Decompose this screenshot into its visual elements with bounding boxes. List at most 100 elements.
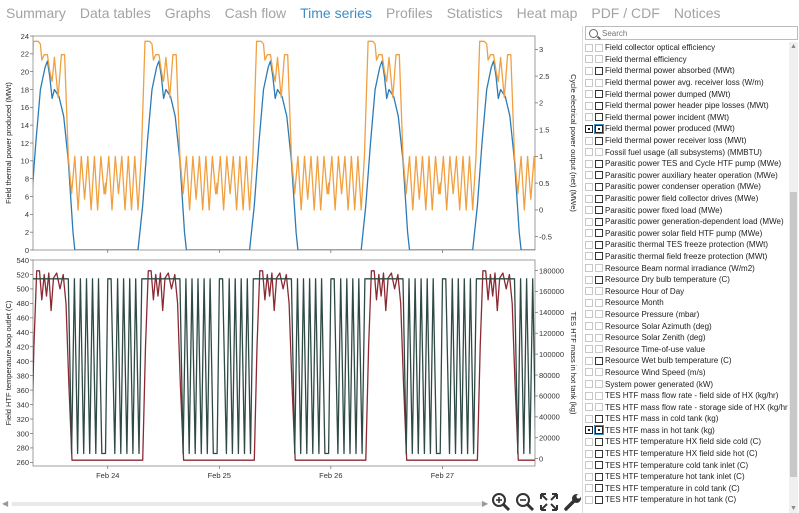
variable-checkbox-left[interactable] <box>585 182 593 191</box>
scroll-down-arrow-icon[interactable]: ▼ <box>790 505 797 512</box>
search-input[interactable] <box>602 28 792 38</box>
variable-checkbox-left[interactable] <box>585 356 593 365</box>
variable-checkbox-left[interactable] <box>585 113 593 122</box>
time-scroll-track[interactable] <box>12 502 482 506</box>
scroll-up-arrow-icon[interactable]: ▲ <box>790 43 797 50</box>
variable-checkbox-left[interactable] <box>585 333 593 342</box>
variable-checkbox-left[interactable] <box>585 159 593 168</box>
variable-list-item[interactable]: TES HTF mass flow rate - storage side of… <box>585 401 788 413</box>
variable-checkbox-right[interactable] <box>595 229 603 238</box>
variable-checkbox-left[interactable] <box>585 101 593 110</box>
tab-time-series[interactable]: Time series <box>300 5 372 21</box>
variable-list-item[interactable]: Parasitic power field collector drives (… <box>585 193 788 205</box>
tab-pdf-cdf[interactable]: PDF / CDF <box>591 5 660 21</box>
variable-list-item[interactable]: Resource Solar Azimuth (deg) <box>585 320 788 332</box>
variable-checkbox-left[interactable] <box>585 484 593 493</box>
variable-list-item[interactable]: Fossil fuel usage (all subsystems) (MMBT… <box>585 146 788 158</box>
variable-checkbox-left[interactable] <box>585 403 593 412</box>
variable-list-item[interactable]: Parasitic power generation-dependent loa… <box>585 216 788 228</box>
variable-checkbox-left[interactable] <box>585 380 593 389</box>
tab-graphs[interactable]: Graphs <box>164 5 211 21</box>
variable-list-item[interactable]: Parasitic power fixed load (MWe) <box>585 204 788 216</box>
variable-checkbox-left[interactable] <box>585 368 593 377</box>
scroll-left-arrow-icon[interactable]: ◀ <box>2 499 9 508</box>
variable-checkbox-right[interactable] <box>595 136 603 145</box>
variable-list-item[interactable]: Field thermal power dumped (MWt) <box>585 88 788 100</box>
variable-checkbox-right[interactable] <box>595 472 603 481</box>
variable-checkbox-left[interactable] <box>585 136 593 145</box>
variable-list-item[interactable]: TES HTF temperature cold tank inlet (C) <box>585 459 788 471</box>
variable-checkbox-left[interactable] <box>585 264 593 273</box>
variable-checkbox-right[interactable] <box>595 322 603 331</box>
variable-checkbox-right[interactable] <box>594 425 604 436</box>
variable-checkbox-left[interactable] <box>585 495 593 504</box>
variable-checkbox-right[interactable] <box>594 123 604 134</box>
variable-checkbox-left[interactable] <box>585 275 593 284</box>
variable-list-item[interactable]: Parasitic power auxiliary heater operati… <box>585 170 788 182</box>
variable-checkbox-right[interactable] <box>595 43 603 52</box>
zoom-out-button[interactable] <box>514 491 536 513</box>
search-box[interactable] <box>585 26 798 40</box>
variable-checkbox-right[interactable] <box>595 217 603 226</box>
variable-list-item[interactable]: Resource Month <box>585 297 788 309</box>
variable-checkbox-left[interactable] <box>585 437 593 446</box>
variable-checkbox-right[interactable] <box>595 90 603 99</box>
variable-checkbox-left[interactable] <box>585 148 593 157</box>
scroll-right-arrow-icon[interactable]: ▶ <box>482 499 489 508</box>
variable-checkbox-right[interactable] <box>595 171 603 180</box>
variable-checkbox-left[interactable] <box>585 287 593 296</box>
variable-checkbox-right[interactable] <box>595 310 603 319</box>
variable-checkbox-left[interactable] <box>585 66 593 75</box>
variable-list-item[interactable]: Field thermal power produced (MWt) <box>585 123 788 135</box>
variable-checkbox-left[interactable] <box>585 426 593 435</box>
variable-list-item[interactable]: Resource Pressure (mbar) <box>585 309 788 321</box>
variable-list-item[interactable]: TES HTF temperature HX field side cold (… <box>585 436 788 448</box>
variable-checkbox-left[interactable] <box>585 206 593 215</box>
variable-checkbox-right[interactable] <box>595 78 603 87</box>
variable-checkbox-right[interactable] <box>595 368 603 377</box>
variable-list-item[interactable]: Parasitic thermal field freeze protectio… <box>585 251 788 263</box>
variable-list-item[interactable]: Parasitic power solar field HTF pump (MW… <box>585 228 788 240</box>
variable-checkbox-right[interactable] <box>595 159 603 168</box>
variable-list-item[interactable]: Resource Beam normal irradiance (W/m2) <box>585 262 788 274</box>
settings-wrench-button[interactable] <box>562 491 584 513</box>
variable-checkbox-right[interactable] <box>595 113 603 122</box>
scroll-thumb[interactable] <box>790 192 797 477</box>
variable-list-item[interactable]: Parasitic power condenser operation (MWe… <box>585 181 788 193</box>
variable-checkbox-left[interactable] <box>585 391 593 400</box>
variable-list-item[interactable]: Field thermal power incident (MWt) <box>585 112 788 124</box>
variable-checkbox-right[interactable] <box>595 194 603 203</box>
variable-checkbox-left[interactable] <box>585 90 593 99</box>
variable-checkbox-left[interactable] <box>585 55 593 64</box>
tab-profiles[interactable]: Profiles <box>385 5 433 21</box>
variable-list-item[interactable]: Field thermal power receiver loss (MWt) <box>585 135 788 147</box>
variable-list-scrollbar[interactable]: ▲ ▼ <box>789 42 798 513</box>
variable-checkbox-right[interactable] <box>595 449 603 458</box>
variable-checkbox-left[interactable] <box>585 298 593 307</box>
variable-checkbox-right[interactable] <box>595 495 603 504</box>
variable-checkbox-left[interactable] <box>585 252 593 261</box>
variable-checkbox-left[interactable] <box>585 194 593 203</box>
tab-data-tables[interactable]: Data tables <box>79 5 151 21</box>
variable-checkbox-left[interactable] <box>585 124 593 133</box>
variable-checkbox-right[interactable] <box>595 264 603 273</box>
variable-checkbox-left[interactable] <box>585 240 593 249</box>
variable-checkbox-right[interactable] <box>595 252 603 261</box>
time-scrollbar[interactable]: ◀ ▶ <box>0 497 490 511</box>
variable-list-item[interactable]: Resource Hour of Day <box>585 285 788 297</box>
variable-checkbox-left[interactable] <box>585 171 593 180</box>
variable-checkbox-right[interactable] <box>595 380 603 389</box>
variable-checkbox-right[interactable] <box>595 240 603 249</box>
variable-checkbox-right[interactable] <box>595 206 603 215</box>
variable-checkbox-right[interactable] <box>595 333 603 342</box>
tab-cash-flow[interactable]: Cash flow <box>224 5 287 21</box>
variable-checkbox-right[interactable] <box>595 391 603 400</box>
tab-heat-map[interactable]: Heat map <box>516 5 578 21</box>
variable-checkbox-left[interactable] <box>585 43 593 52</box>
zoom-in-button[interactable] <box>490 491 512 513</box>
variable-list-item[interactable]: TES HTF temperature in cold tank (C) <box>585 483 788 495</box>
tab-notices[interactable]: Notices <box>673 5 721 21</box>
variable-checkbox-left[interactable] <box>585 472 593 481</box>
variable-list-item[interactable]: Field collector optical efficiency <box>585 42 788 54</box>
variable-checkbox-right[interactable] <box>595 148 603 157</box>
